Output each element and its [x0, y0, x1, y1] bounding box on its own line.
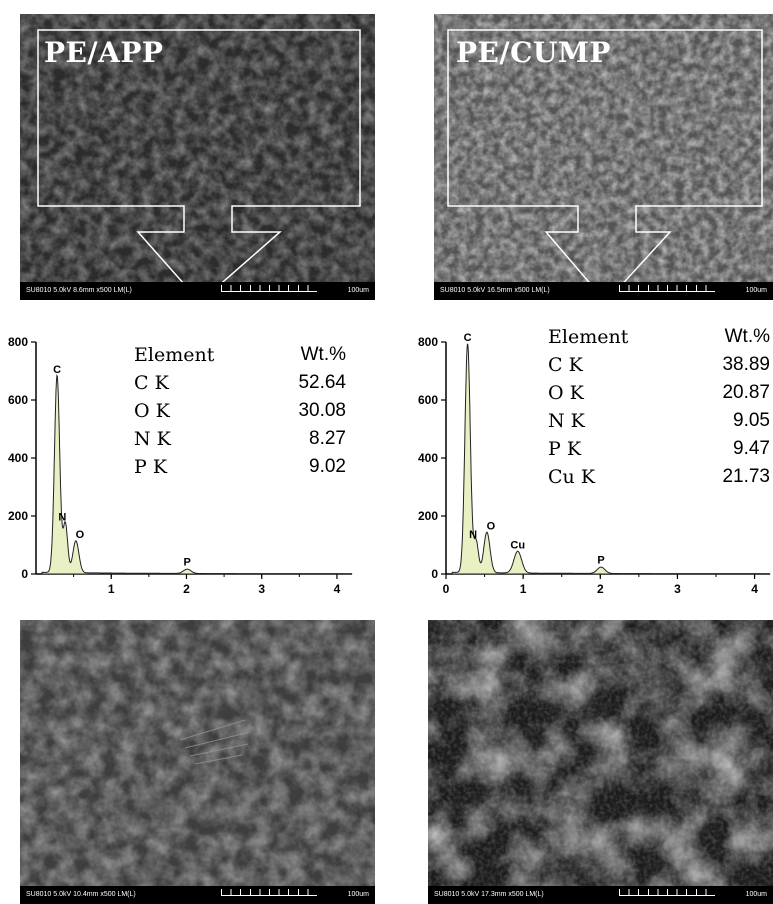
spectrum-area [41, 373, 353, 575]
spectrum-area [451, 343, 771, 575]
x-tick-label: 0 [443, 582, 450, 596]
sem-image-pe-app-bottom: SU8010 5.0kV 10.4mm x500 LM(L) 100um [20, 620, 375, 904]
x-tick-label: 4 [334, 582, 341, 596]
x-tick-label: 3 [258, 582, 265, 596]
sem-info-bar: SU8010 5.0kV 10.4mm x500 LM(L) 100um [20, 886, 375, 904]
element-name: O K [548, 382, 584, 404]
x-tick-label: 1 [108, 582, 115, 596]
sem-caption: SU8010 5.0kV 17.3mm x500 LM(L) [434, 891, 544, 898]
header-wt: Wt.% [300, 344, 346, 365]
element-wt: 8.27 [309, 428, 346, 449]
sem-image-pe-cump-bottom: SU8010 5.0kV 17.3mm x500 LM(L) 100um [428, 620, 773, 904]
element-name: N K [548, 410, 585, 432]
eds-spectrum-pe-app: 0 200 400 600 800 1 2 3 4 C N O P Element Wt.% C K 5… [0, 330, 380, 615]
y-tick-label: 0 [21, 567, 28, 581]
scale-ticks [619, 285, 715, 292]
sem-image-pe-cump-top: PE/CUMP SU8010 5.0kV 16.5mm x500 LM(L) 1… [434, 14, 773, 300]
header-element: Element [548, 326, 629, 348]
peak-label: N [469, 529, 477, 541]
x-tick-label: 3 [674, 582, 681, 596]
eds-table: Element Wt.% C K 52.64 O K 30.08 N K 8.2… [134, 344, 346, 494]
peak-label: O [487, 520, 496, 532]
element-name: N K [134, 428, 171, 450]
sem-image-pe-app-top: PE/APP SU8010 5.0kV 8.6mm x500 LM(L) 100… [20, 14, 375, 300]
y-tick-label: 200 [8, 509, 28, 523]
x-tick-label: 2 [597, 582, 604, 596]
y-tick-label: 200 [418, 509, 438, 523]
peak-label: C [464, 332, 472, 344]
header-element: Element [134, 344, 215, 366]
selection-arrow [447, 29, 763, 300]
peak-label: O [76, 529, 85, 541]
eds-chart: 0 200 400 600 800 1 2 3 4 C NO P [8, 335, 353, 596]
sem-caption: SU8010 5.0kV 16.5mm x500 LM(L) [440, 287, 550, 294]
sem-texture [20, 620, 375, 904]
sem-caption: SU8010 5.0kV 10.4mm x500 LM(L) [26, 891, 136, 898]
element-wt: 21.73 [722, 466, 770, 487]
element-wt: 9.47 [733, 438, 770, 459]
element-name: P K [134, 456, 168, 478]
eds-table: Element Wt.% C K 38.89 O K 20.87 N K 9.0… [548, 326, 770, 506]
selection-arrow [37, 29, 361, 300]
sample-label: PE/APP [44, 36, 164, 69]
element-wt: 52.64 [298, 372, 346, 393]
sem-texture [428, 620, 773, 904]
sem-info-bar: SU8010 5.0kV 8.6mm x500 LM(L) 100um [20, 282, 375, 300]
sample-label: PE/CUMP [456, 36, 611, 69]
element-wt: 38.89 [722, 354, 770, 375]
sem-info-bar: SU8010 5.0kV 16.5mm x500 LM(L) 100um [434, 282, 773, 300]
header-wt: Wt.% [724, 326, 770, 347]
scale-ticks [619, 889, 715, 896]
scale-bar-label: 100um [347, 891, 369, 898]
scale-bar-label: 100um [347, 287, 369, 294]
element-wt: 30.08 [298, 400, 346, 421]
y-tick-label: 800 [8, 335, 28, 349]
y-tick-label: 600 [418, 393, 438, 407]
x-tick-label: 1 [520, 582, 527, 596]
y-tick-label: 400 [418, 451, 438, 465]
scale-ticks [221, 285, 317, 292]
eds-spectrum-pe-cump: 0 200 400 600 800 0 1 2 3 4 C N O Cu P Element Wt.% C … [388, 316, 773, 616]
element-wt: 20.87 [722, 382, 770, 403]
scale-bar-label: 100um [745, 287, 767, 294]
eds-chart: 0 200 400 600 800 0 1 2 3 4 C NO Cu P [418, 332, 771, 596]
scale-bar-label: 100um [745, 891, 767, 898]
peak-label: C [53, 364, 61, 376]
element-name: C K [134, 372, 169, 394]
element-wt: 9.05 [733, 410, 770, 431]
peak-label: P [184, 557, 191, 569]
x-tick-label: 4 [751, 582, 758, 596]
y-tick-label: 0 [431, 567, 438, 581]
sem-texture [20, 14, 375, 300]
peak-label: Cu [510, 539, 525, 551]
sem-texture [434, 14, 773, 300]
element-wt: 9.02 [309, 456, 346, 477]
sem-info-bar: SU8010 5.0kV 17.3mm x500 LM(L) 100um [428, 886, 773, 904]
element-name: C K [548, 354, 583, 376]
scale-ticks [221, 889, 317, 896]
y-tick-label: 800 [418, 335, 438, 349]
peak-label: N [58, 512, 66, 524]
x-tick-label: 2 [183, 582, 190, 596]
peak-label: P [597, 555, 604, 567]
y-tick-label: 600 [8, 393, 28, 407]
y-tick-label: 400 [8, 451, 28, 465]
element-name: P K [548, 438, 582, 460]
sem-caption: SU8010 5.0kV 8.6mm x500 LM(L) [26, 287, 132, 294]
element-name: O K [134, 400, 170, 422]
element-name: Cu K [548, 466, 596, 488]
